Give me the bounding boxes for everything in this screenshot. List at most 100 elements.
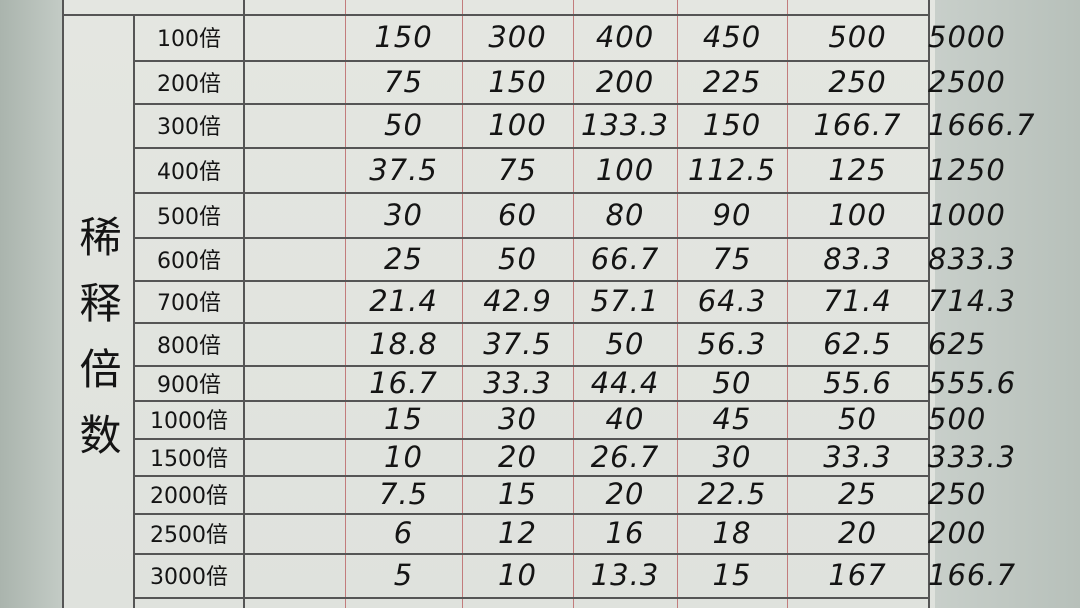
table-cell: 400: [595, 20, 655, 54]
table-cell: 20: [498, 439, 537, 474]
table-cell: 112.5: [687, 152, 777, 187]
table-cell: 75: [384, 64, 423, 99]
table-cell: 150: [374, 20, 433, 54]
table-cell: 50: [384, 108, 423, 142]
row-label: 600倍: [157, 248, 221, 274]
table-cell: 100: [828, 197, 887, 232]
table-cell: 44.4: [590, 365, 660, 400]
row-label: 200倍: [157, 71, 221, 97]
table-cell: 60: [498, 197, 537, 232]
table-cell: 450: [702, 20, 762, 54]
table-cell: 50: [712, 365, 752, 400]
side-label-dilution-factor: 稀 释 倍 数: [68, 205, 133, 469]
table-cell: 166.7: [813, 108, 902, 142]
table-cell: 12: [498, 516, 537, 550]
table-cell: 1000: [928, 197, 1006, 232]
table-cell: 300: [488, 20, 547, 54]
paper-sheet: [62, 0, 935, 608]
row-divider: [133, 475, 928, 477]
table-cell: 66.7: [590, 241, 660, 276]
column-divider: [462, 0, 463, 608]
table-cell: 20: [605, 477, 645, 511]
table-cell: 714.3: [928, 284, 1017, 318]
table-cell: 250: [928, 477, 987, 511]
row-label: 3000倍: [150, 565, 228, 590]
table-cell: 55.6: [823, 365, 892, 400]
table-cell: 200: [928, 516, 987, 550]
table-cell: 167: [828, 558, 887, 592]
table-cell: 30: [384, 197, 423, 232]
side-char: 释: [79, 279, 122, 328]
table-cell: 500: [928, 402, 987, 436]
row-label: 300倍: [157, 115, 221, 140]
row-label: 900倍: [157, 372, 221, 398]
row-label: 1500倍: [150, 446, 228, 472]
table-cell: 5: [393, 558, 414, 592]
table-cell: 10: [498, 558, 537, 592]
table-cell: 125: [828, 152, 887, 187]
row-divider: [133, 400, 928, 402]
table-cell: 166.7: [928, 558, 1017, 592]
row-label: 400倍: [157, 159, 221, 185]
table-cell: 2500: [928, 64, 1006, 99]
table-cell: 50: [605, 326, 645, 361]
table-cell: 1666.7: [928, 108, 1036, 142]
row-label: 800倍: [157, 333, 221, 359]
background-left: [0, 0, 62, 608]
table-cell: 50: [838, 402, 877, 436]
column-divider: [345, 0, 346, 608]
table-cell: 200: [595, 64, 655, 99]
side-char: 数: [79, 411, 122, 460]
table-cell: 18: [712, 516, 752, 550]
table-cell: 333.3: [928, 439, 1017, 474]
table-cell: 150: [702, 108, 762, 142]
row-label: 2500倍: [150, 523, 228, 548]
table-cell: 150: [488, 64, 547, 99]
row-label: 100倍: [157, 27, 221, 52]
row-divider: [133, 365, 928, 367]
row-label: 1000倍: [150, 409, 228, 434]
table-cell: 37.5: [483, 326, 552, 361]
row-divider: [133, 553, 928, 555]
table-cell: 500: [828, 20, 887, 54]
table-cell: 26.7: [590, 439, 660, 474]
table-cell: 16.7: [369, 365, 438, 400]
table-cell: 37.5: [369, 152, 438, 187]
column-divider: [677, 0, 678, 608]
row-divider: [133, 322, 928, 324]
table-border-right: [928, 0, 930, 608]
row-divider: [133, 280, 928, 282]
row-divider: [62, 14, 928, 16]
table-cell: 57.1: [590, 284, 660, 318]
column-divider: [787, 0, 788, 608]
row-label: 700倍: [157, 291, 221, 316]
side-char: 稀: [79, 213, 122, 262]
table-cell: 33.3: [823, 439, 892, 474]
table-cell: 56.3: [697, 326, 767, 361]
table-cell: 40: [605, 402, 645, 436]
table-cell: 16: [605, 516, 645, 550]
row-divider: [133, 60, 928, 62]
row-divider: [133, 513, 928, 515]
table-cell: 64.3: [697, 284, 767, 318]
row-label: 2000倍: [150, 484, 228, 509]
table-cell: 30: [712, 439, 752, 474]
table-cell: 20: [838, 516, 877, 550]
table-cell: 100: [595, 152, 655, 187]
table-cell: 25: [838, 477, 877, 511]
table-cell: 225: [702, 64, 762, 99]
table-cell: 133.3: [580, 108, 670, 142]
table-cell: 42.9: [483, 284, 552, 318]
table-cell: 30: [498, 402, 537, 436]
table-cell: 50: [498, 241, 537, 276]
row-divider: [133, 438, 928, 440]
table-cell: 75: [712, 241, 752, 276]
table-cell: 80: [605, 197, 645, 232]
table-cell: 83.3: [823, 241, 892, 276]
table-cell: 90: [712, 197, 752, 232]
table-cell: 18.8: [369, 326, 438, 361]
table-cell: 33.3: [483, 365, 552, 400]
side-char: 倍: [79, 345, 122, 394]
row-divider: [133, 192, 928, 194]
row-divider: [133, 237, 928, 239]
